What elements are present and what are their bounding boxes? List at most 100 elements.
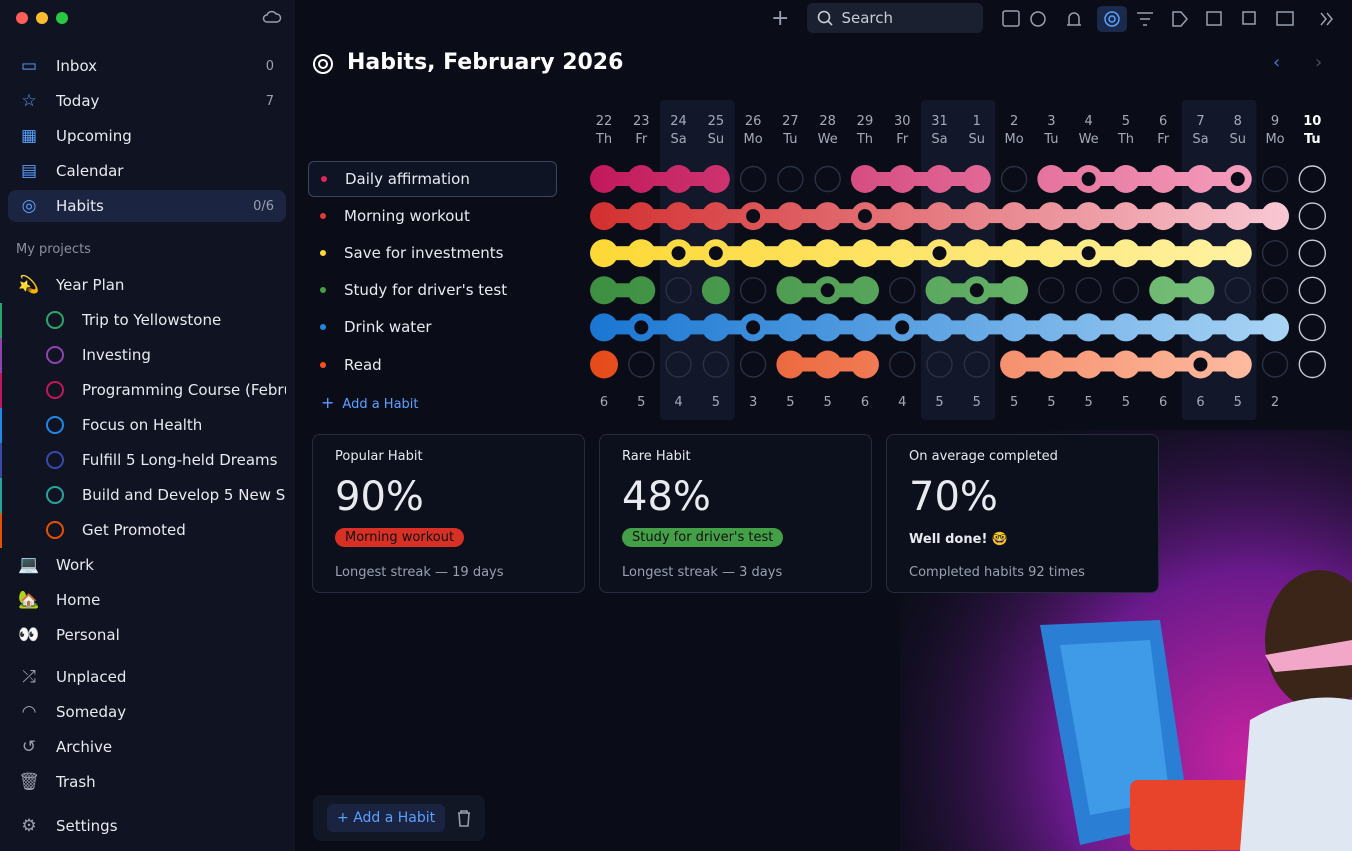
habit-done	[962, 313, 991, 342]
day-total: 4	[674, 395, 682, 410]
day-date: 25	[708, 114, 725, 129]
sidebar-item[interactable]: ▤ Calendar	[8, 155, 286, 187]
day-total: 5	[1047, 395, 1055, 410]
item-label: Today	[56, 92, 100, 110]
habit-done	[664, 313, 693, 342]
day-total: 5	[973, 395, 981, 410]
habit-empty	[889, 351, 916, 378]
habit-row[interactable]: Drink water	[308, 309, 557, 345]
next-month[interactable]: ›	[1315, 52, 1323, 73]
project-bar	[0, 408, 2, 443]
day-date: 1	[973, 114, 981, 129]
habit-row[interactable]: Save for investments	[308, 235, 557, 271]
habit-empty	[702, 351, 730, 378]
sidebar-item[interactable]: 💫 Year Plan	[8, 269, 286, 301]
sidebar-item[interactable]: Investing	[8, 339, 286, 371]
habit-done	[776, 350, 805, 379]
habit-empty	[814, 165, 841, 193]
habit-done	[1074, 202, 1103, 231]
habit-marker	[820, 283, 835, 298]
item-count: 0	[265, 58, 274, 74]
habit-row[interactable]: Daily affirmation	[308, 161, 557, 197]
day-weekday: Su	[969, 132, 986, 147]
item-label: Work	[56, 556, 94, 574]
habit-row[interactable]: Study for driver's test	[308, 272, 557, 308]
item-icon: ⚙	[21, 816, 37, 836]
day-total: 5	[786, 395, 794, 410]
item-label: Year Plan	[56, 276, 125, 294]
add-button[interactable]: +	[771, 5, 790, 31]
sidebar-item[interactable]: Programming Course (Februa	[8, 374, 286, 406]
toolbar-icons[interactable]	[1001, 3, 1352, 33]
habit-done	[850, 165, 879, 193]
project-bar	[0, 443, 2, 478]
project-bar	[0, 338, 2, 373]
sidebar-item[interactable]: ☆ Today 7	[8, 85, 286, 117]
sidebar-item[interactable]: Get Promoted	[8, 514, 286, 546]
item-label: Investing	[82, 346, 151, 364]
stat-habit: Morning workout	[335, 528, 465, 547]
sidebar-item[interactable]: 🗑 Trash	[8, 766, 286, 798]
add-habit[interactable]: + Add a Habit	[321, 393, 419, 412]
delete-icon[interactable]	[455, 809, 473, 827]
habit-row[interactable]: Read	[308, 347, 557, 383]
stat-habit: Study for driver's test	[622, 528, 784, 547]
habit-marker	[895, 320, 910, 335]
day-weekday: Su	[1230, 132, 1247, 147]
day-date: 28	[819, 114, 836, 129]
item-icon: ▤	[20, 161, 38, 181]
item-label: Calendar	[56, 162, 124, 180]
habit-done	[1149, 202, 1178, 231]
habit-empty	[665, 277, 692, 304]
habit-empty	[926, 351, 953, 378]
item-icon	[42, 342, 68, 368]
habit-name: Study for driver's test	[344, 281, 508, 300]
day-total: 5	[824, 395, 832, 410]
sidebar-item[interactable]: 💻 Work	[8, 549, 286, 581]
stat-note: Longest streak — 19 days	[335, 565, 504, 580]
habit-empty	[628, 351, 655, 378]
sidebar-item[interactable]: Fulfill 5 Long-held Dreams	[8, 444, 286, 476]
sync-icon[interactable]	[262, 9, 282, 25]
habit-marker	[746, 320, 761, 335]
habit-done	[1074, 313, 1103, 342]
project-ring	[46, 346, 64, 364]
habit-empty	[1298, 350, 1327, 379]
habit-marker	[969, 283, 984, 298]
habit-done	[813, 350, 842, 379]
sidebar-item[interactable]: Trip to Yellowstone	[8, 304, 286, 336]
item-count: 7	[265, 93, 274, 109]
sidebar-item[interactable]: ▭ Inbox 0	[8, 50, 286, 82]
habit-empty	[739, 165, 767, 193]
sidebar-item[interactable]: ⤮ Unplaced	[8, 661, 286, 693]
sidebar-item[interactable]: 👀 Personal	[8, 619, 286, 651]
sidebar-item[interactable]: Focus on Health	[8, 409, 286, 441]
day-date: 29	[857, 114, 874, 129]
habit-empty	[1038, 277, 1065, 304]
day-weekday: Sa	[931, 132, 947, 147]
habit-done	[1037, 239, 1066, 268]
item-label: Unplaced	[56, 668, 127, 686]
day-weekday: Tu	[1043, 132, 1058, 147]
day-weekday: Tu	[1304, 132, 1321, 147]
search-box[interactable]: Search	[807, 3, 984, 33]
sidebar-item[interactable]: ▦ Upcoming	[8, 120, 286, 152]
sidebar-item[interactable]: ↺ Archive	[8, 731, 286, 763]
sidebar-item[interactable]: ⚙ Settings	[8, 810, 286, 842]
footer-add-habit[interactable]: + Add a Habit	[327, 804, 446, 832]
habit-row[interactable]: Morning workout	[308, 198, 557, 234]
sidebar-item[interactable]: Build and Develop 5 New Skill	[8, 479, 286, 511]
add-habit-label: Add a Habit	[342, 397, 419, 412]
sidebar-item[interactable]: ◎ Habits 0/6	[8, 190, 286, 222]
item-label: Focus on Health	[82, 416, 203, 434]
prev-month[interactable]: ‹	[1273, 52, 1281, 73]
habit-done	[776, 276, 805, 305]
habit-done	[1149, 276, 1178, 305]
project-ring	[46, 381, 64, 399]
day-date: 27	[782, 114, 799, 129]
habit-done	[1111, 202, 1140, 231]
habit-done	[1261, 202, 1290, 231]
habit-empty	[1000, 165, 1028, 193]
sidebar-item[interactable]: 🏡 Home	[8, 584, 286, 616]
sidebar-item[interactable]: ◠ Someday	[8, 696, 286, 728]
